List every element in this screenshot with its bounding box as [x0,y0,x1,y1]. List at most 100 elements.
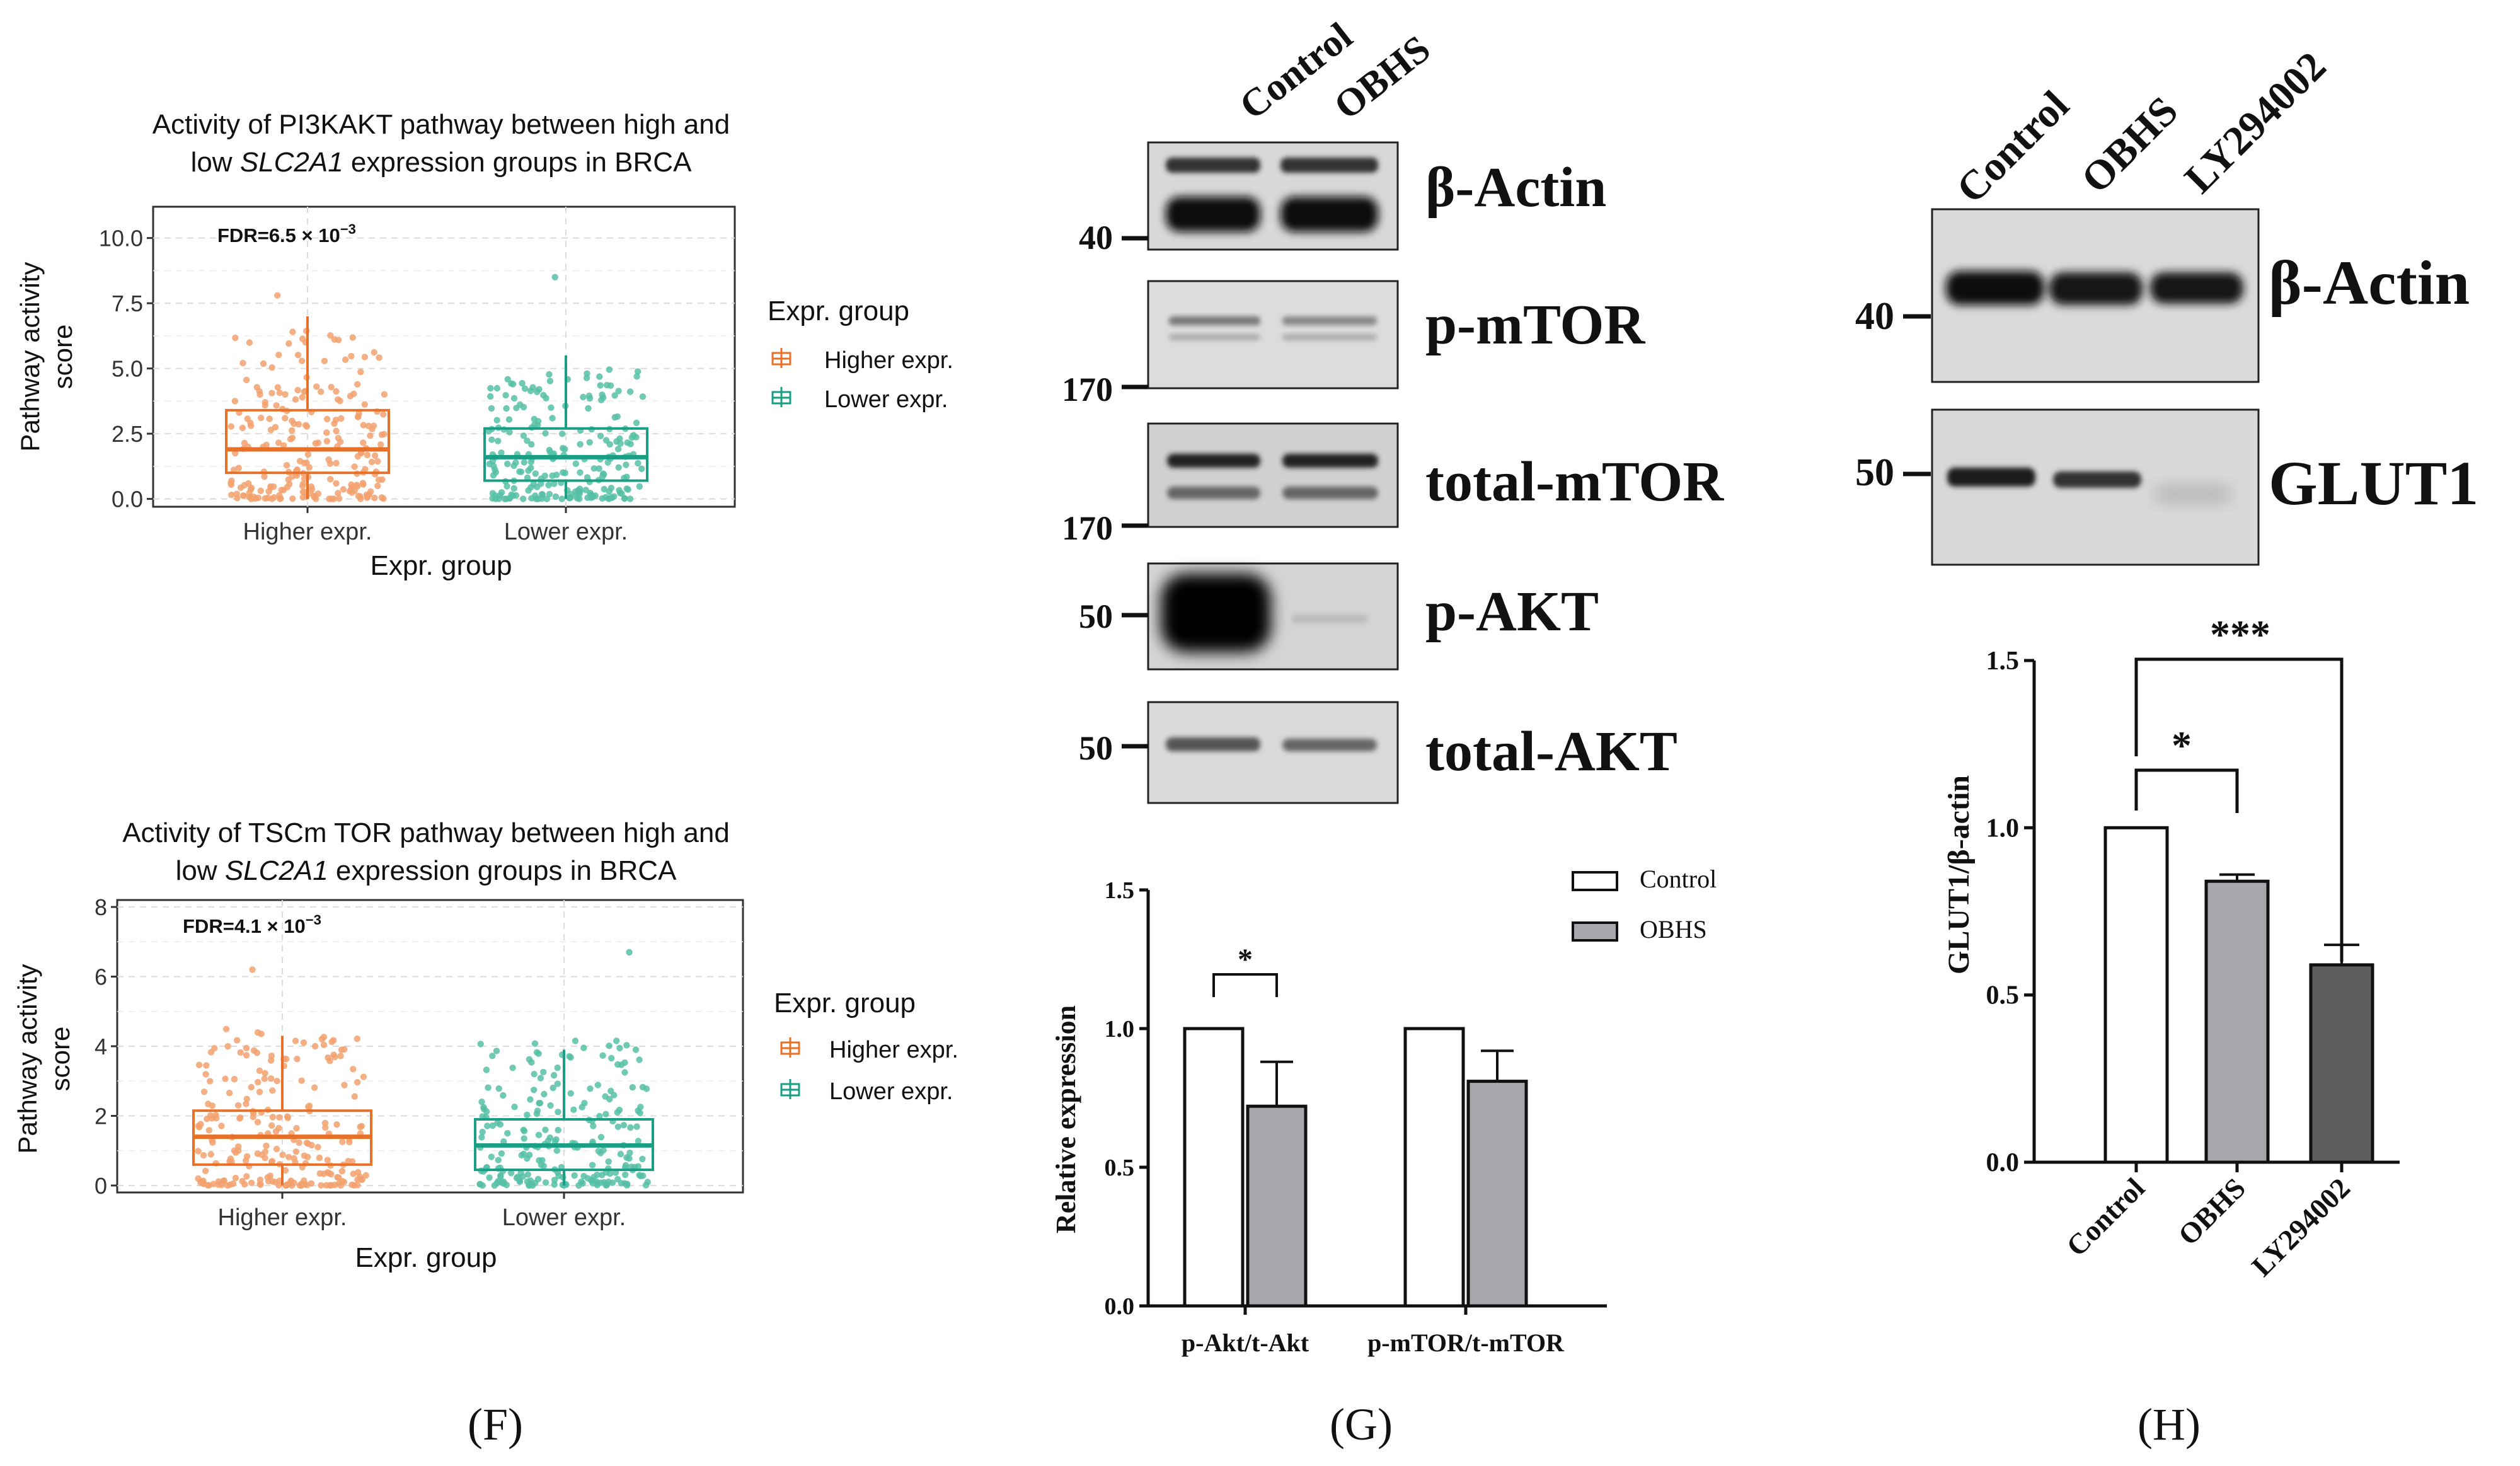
data-point [256,1067,263,1075]
data-point [354,1182,361,1189]
data-point [627,441,634,447]
data-point [497,492,503,499]
data-point [291,420,297,427]
data-point [488,405,495,412]
bars [1183,1027,1528,1308]
data-point [500,1138,507,1145]
data-point [540,1068,547,1076]
data-point [275,439,282,446]
data-point [349,334,356,341]
data-point [488,436,495,443]
data-point [300,1039,308,1046]
data-point [320,1034,328,1041]
data-point [584,370,590,377]
data-point [608,1054,615,1062]
data-point [360,1073,367,1080]
data-point [534,1107,541,1114]
data-point [232,334,239,342]
data-point [328,1038,335,1046]
data-point [621,495,628,502]
data-point [597,1179,604,1186]
data-point [338,1046,345,1053]
data-point [597,382,604,389]
x-tick-label: p-Akt/t-Akt [1182,1329,1309,1357]
blot-marker: 50 [1079,597,1113,635]
data-point [207,1112,214,1119]
x-tick-label: Lower expr. [502,1204,626,1231]
data-point [615,388,622,395]
data-point [547,1102,554,1109]
data-point [243,376,250,384]
y-tick-label: 2 [95,1103,107,1129]
data-point [334,1174,341,1181]
y-axis-label: GLUT1/β-actin [1942,775,1976,974]
data-point [531,1087,538,1094]
blot-protein-label: p-mTOR [1425,294,1645,356]
data-point [493,384,501,392]
blot-row-beta-actin: 40 β-Actin [1855,208,2470,383]
data-point [537,1075,544,1082]
data-point [267,1057,275,1064]
data-point [489,1053,496,1059]
data-point [248,422,255,429]
data-point [243,1052,250,1059]
data-point [543,495,550,502]
data-point [578,1104,585,1111]
data-point [367,432,374,439]
data-point [601,485,607,493]
data-point [274,292,281,299]
data-point [354,1169,362,1176]
data-point [246,490,253,497]
panel-f-top: Activity of PI3KAKT pathway between high… [15,109,953,581]
data-point [257,1181,264,1188]
data-point [635,368,642,375]
data-point [296,458,304,465]
data-point [255,494,262,501]
data-point [294,386,301,394]
data-point [263,1142,270,1150]
data-point [250,1047,258,1054]
blot-marker: 50 [1855,451,1894,494]
data-point [485,1084,492,1091]
x-axis-label: Expr. group [370,550,512,581]
data-point [627,1124,634,1131]
data-point [205,1100,212,1107]
blot-protein-label: total-AKT [1425,720,1677,783]
data-point [234,1037,241,1044]
x-tick-label: Higher expr. [218,1204,347,1231]
y-axis-label-line2: score [48,325,78,390]
data-point [321,357,328,364]
legend: Expr. group Higher expr. Lower expr. [768,296,953,413]
data-point [495,1157,502,1163]
x-tick-label: Higher expr. [243,519,372,545]
data-point [235,1143,242,1150]
box-iqr [483,427,648,482]
data-point [323,437,331,445]
data-point [260,360,267,367]
significance: * [1212,943,1278,997]
data-point [202,1071,209,1078]
data-point [222,1025,230,1033]
data-point [577,441,584,448]
legend-label-control: Control [1640,865,1717,893]
data-point [495,437,502,444]
data-point [529,384,536,391]
data-point [345,1158,352,1165]
data-point [615,464,622,471]
data-point [370,422,377,429]
data-point [295,421,302,428]
data-point [614,413,621,420]
data-point [313,383,320,390]
y-tick-label: 0.0 [1105,1293,1135,1320]
data-point [477,1041,484,1048]
data-point [285,340,292,347]
data-point [492,469,499,476]
data-point [294,1056,301,1063]
data-point [368,458,376,466]
data-point [636,1056,643,1063]
data-point [633,1123,640,1130]
data-point [520,495,527,502]
data-point [567,494,574,501]
data-point [630,432,637,439]
data-point [354,483,361,490]
